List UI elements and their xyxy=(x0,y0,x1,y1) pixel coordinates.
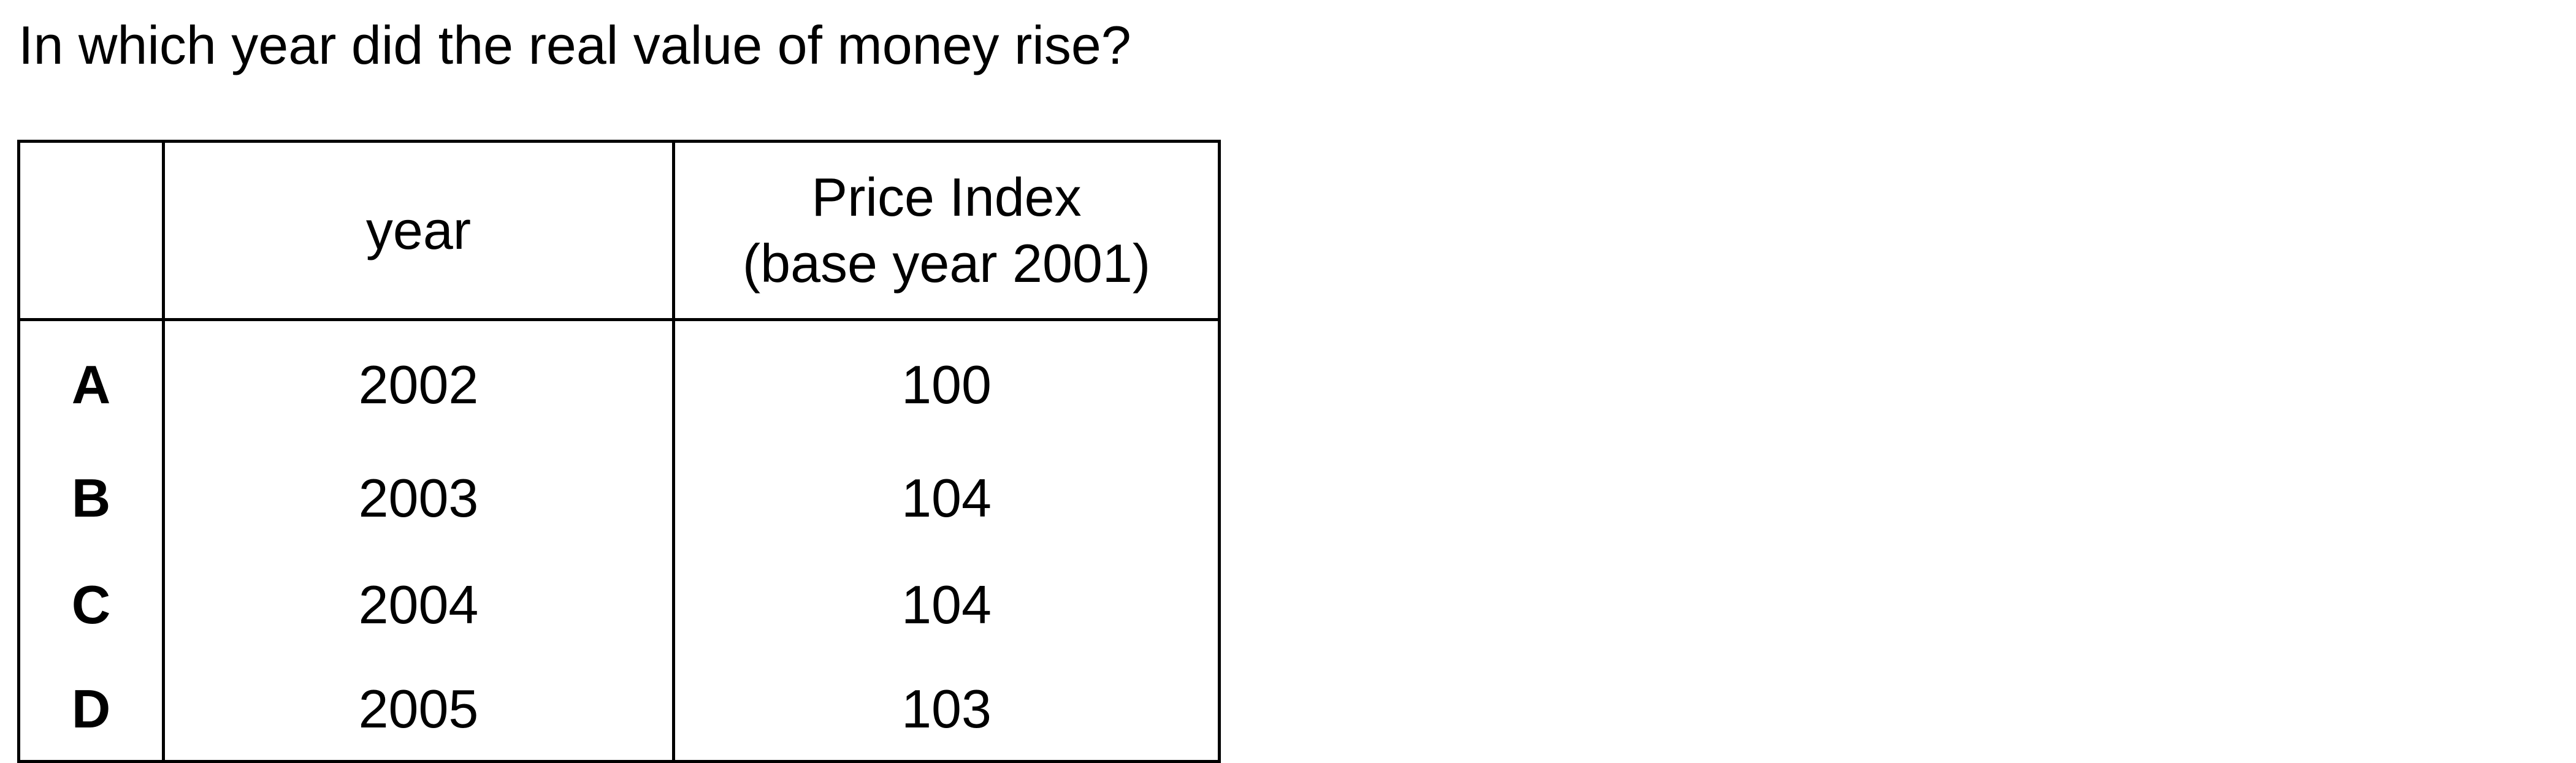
year-cell: 2003 xyxy=(162,445,675,552)
table-row: A 2002 100 xyxy=(17,319,1221,445)
option-letter: D xyxy=(17,658,165,763)
header-price-index: Price Index (base year 2001) xyxy=(672,140,1221,321)
header-year: year xyxy=(162,140,675,321)
table-header-row: year Price Index (base year 2001) xyxy=(17,140,1221,321)
year-cell: 2004 xyxy=(162,552,675,658)
header-option xyxy=(17,140,165,321)
year-cell: 2002 xyxy=(162,319,675,445)
header-price-index-line2: (base year 2001) xyxy=(742,233,1151,294)
price-index-cell: 103 xyxy=(672,658,1221,763)
table-row: C 2004 104 xyxy=(17,552,1221,658)
option-letter: C xyxy=(17,552,165,658)
option-letter: B xyxy=(17,445,165,552)
table-row: D 2005 103 xyxy=(17,658,1221,763)
price-index-cell: 104 xyxy=(672,552,1221,658)
option-letter: A xyxy=(17,319,165,445)
question-text: In which year did the real value of mone… xyxy=(18,15,1131,75)
header-price-index-line1: Price Index xyxy=(811,167,1082,227)
price-index-cell: 104 xyxy=(672,445,1221,552)
price-index-cell: 100 xyxy=(672,319,1221,445)
price-index-table: year Price Index (base year 2001) A 2002… xyxy=(17,140,1221,763)
year-cell: 2005 xyxy=(162,658,675,763)
table-row: B 2003 104 xyxy=(17,445,1221,552)
